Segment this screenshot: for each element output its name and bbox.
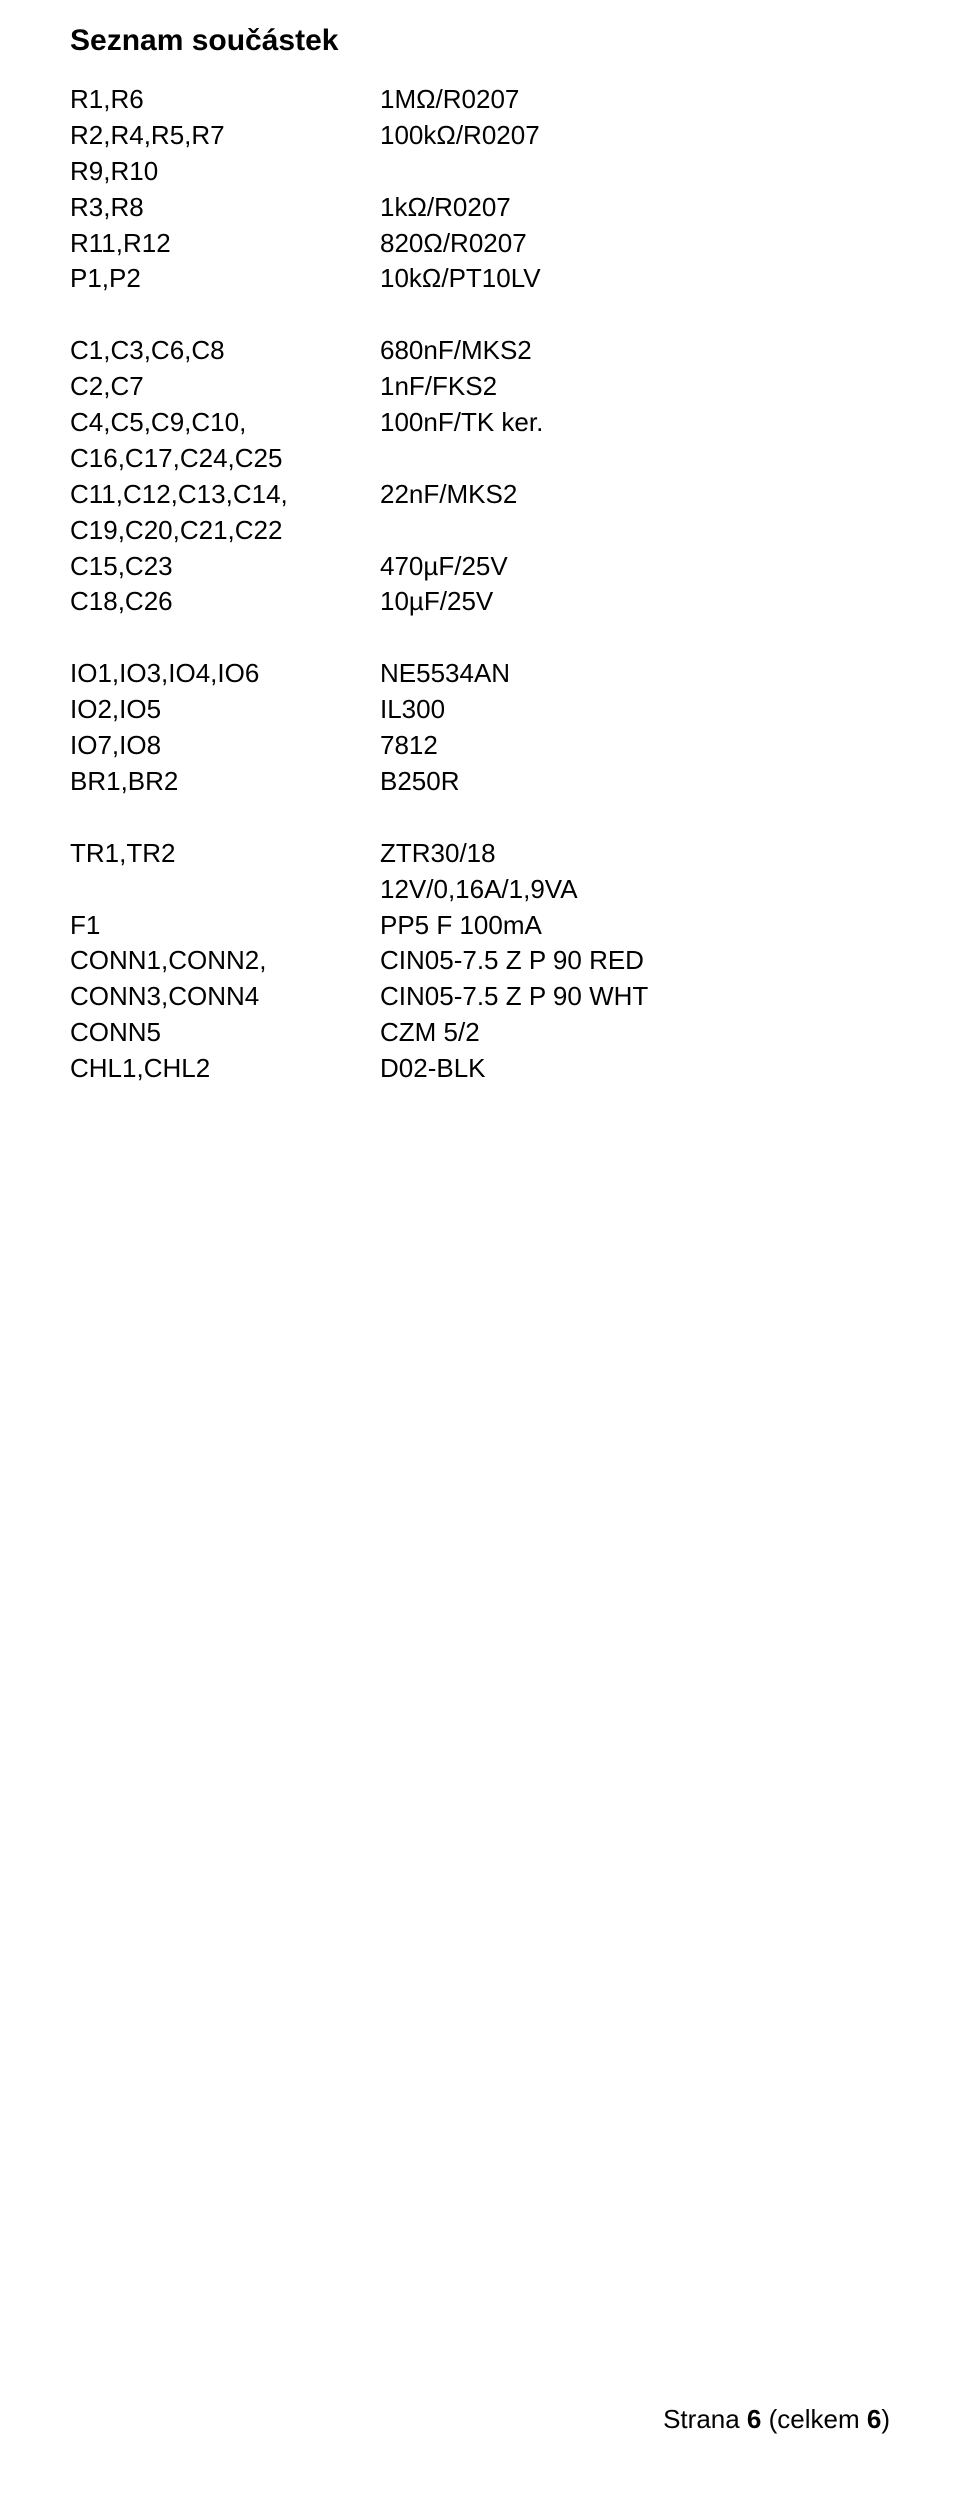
- parts-row: R2,R4,R5,R7100kΩ/R0207: [70, 118, 890, 154]
- parts-row: IO1,IO3,IO4,IO6NE5534AN: [70, 656, 890, 692]
- part-value: [380, 154, 890, 190]
- part-designator: R11,R12: [70, 226, 380, 262]
- parts-row: CHL1,CHL2D02-BLK: [70, 1051, 890, 1087]
- part-value: 22nF/MKS2: [380, 477, 890, 513]
- part-value: CIN05-7.5 Z P 90 RED: [380, 943, 890, 979]
- part-designator: BR1,BR2: [70, 764, 380, 800]
- part-value: CZM 5/2: [380, 1015, 890, 1051]
- part-designator: R1,R6: [70, 82, 380, 118]
- part-designator: C2,C7: [70, 369, 380, 405]
- part-value: 10µF/25V: [380, 584, 890, 620]
- part-value: 680nF/MKS2: [380, 333, 890, 369]
- page-title: Seznam součástek: [70, 24, 890, 58]
- part-value: 1kΩ/R0207: [380, 190, 890, 226]
- parts-row: F1PP5 F 100mA: [70, 908, 890, 944]
- part-value: 470µF/25V: [380, 549, 890, 585]
- parts-row: C1,C3,C6,C8680nF/MKS2: [70, 333, 890, 369]
- part-value: D02-BLK: [380, 1051, 890, 1087]
- parts-row: R9,R10: [70, 154, 890, 190]
- part-value: CIN05-7.5 Z P 90 WHT: [380, 979, 890, 1015]
- parts-row: C4,C5,C9,C10,100nF/TK ker.: [70, 405, 890, 441]
- part-value: 1MΩ/R0207: [380, 82, 890, 118]
- part-value: PP5 F 100mA: [380, 908, 890, 944]
- part-value: 12V/0,16A/1,9VA: [380, 872, 890, 908]
- parts-row: CONN1,CONN2,CIN05-7.5 Z P 90 RED: [70, 943, 890, 979]
- parts-section: R1,R61MΩ/R0207R2,R4,R5,R7100kΩ/R0207R9,R…: [70, 82, 890, 297]
- parts-row: IO2,IO5IL300: [70, 692, 890, 728]
- part-designator: IO2,IO5: [70, 692, 380, 728]
- part-designator: TR1,TR2: [70, 836, 380, 872]
- part-designator: CONN3,CONN4: [70, 979, 380, 1015]
- part-value: 7812: [380, 728, 890, 764]
- parts-row: P1,P210kΩ/PT10LV: [70, 261, 890, 297]
- parts-row: TR1,TR2ZTR30/18: [70, 836, 890, 872]
- part-designator: CHL1,CHL2: [70, 1051, 380, 1087]
- parts-row: R11,R12820Ω/R0207: [70, 226, 890, 262]
- page-footer: Strana 6 (celkem 6): [663, 2404, 890, 2435]
- part-designator: CONN1,CONN2,: [70, 943, 380, 979]
- part-designator: C4,C5,C9,C10,: [70, 405, 380, 441]
- footer-suffix: ): [881, 2404, 890, 2434]
- part-designator: [70, 872, 380, 908]
- part-value: [380, 513, 890, 549]
- part-designator: C18,C26: [70, 584, 380, 620]
- parts-row: IO7,IO87812: [70, 728, 890, 764]
- part-value: 10kΩ/PT10LV: [380, 261, 890, 297]
- part-value: 100nF/TK ker.: [380, 405, 890, 441]
- parts-row: CONN3,CONN4CIN05-7.5 Z P 90 WHT: [70, 979, 890, 1015]
- footer-middle: (celkem: [761, 2404, 866, 2434]
- part-value: NE5534AN: [380, 656, 890, 692]
- parts-row: CONN5CZM 5/2: [70, 1015, 890, 1051]
- part-designator: C11,C12,C13,C14,: [70, 477, 380, 513]
- parts-row: C2,C71nF/FKS2: [70, 369, 890, 405]
- parts-row: C18,C2610µF/25V: [70, 584, 890, 620]
- parts-row: R3,R81kΩ/R0207: [70, 190, 890, 226]
- part-designator: C16,C17,C24,C25: [70, 441, 380, 477]
- part-designator: F1: [70, 908, 380, 944]
- part-designator: C19,C20,C21,C22: [70, 513, 380, 549]
- part-designator: IO1,IO3,IO4,IO6: [70, 656, 380, 692]
- part-value: 100kΩ/R0207: [380, 118, 890, 154]
- part-value: 1nF/FKS2: [380, 369, 890, 405]
- parts-section: TR1,TR2ZTR30/1812V/0,16A/1,9VAF1PP5 F 10…: [70, 836, 890, 1087]
- footer-page-number: 6: [747, 2404, 761, 2434]
- part-designator: C15,C23: [70, 549, 380, 585]
- parts-row: C15,C23470µF/25V: [70, 549, 890, 585]
- parts-row: C19,C20,C21,C22: [70, 513, 890, 549]
- parts-row: C16,C17,C24,C25: [70, 441, 890, 477]
- part-designator: CONN5: [70, 1015, 380, 1051]
- part-designator: R3,R8: [70, 190, 380, 226]
- footer-prefix: Strana: [663, 2404, 747, 2434]
- part-value: B250R: [380, 764, 890, 800]
- parts-row: C11,C12,C13,C14,22nF/MKS2: [70, 477, 890, 513]
- part-designator: C1,C3,C6,C8: [70, 333, 380, 369]
- parts-row: R1,R61MΩ/R0207: [70, 82, 890, 118]
- part-designator: IO7,IO8: [70, 728, 380, 764]
- part-designator: R2,R4,R5,R7: [70, 118, 380, 154]
- part-value: [380, 441, 890, 477]
- part-designator: R9,R10: [70, 154, 380, 190]
- footer-total: 6: [867, 2404, 881, 2434]
- parts-row: BR1,BR2B250R: [70, 764, 890, 800]
- part-designator: P1,P2: [70, 261, 380, 297]
- part-value: IL300: [380, 692, 890, 728]
- part-value: ZTR30/18: [380, 836, 890, 872]
- parts-section: IO1,IO3,IO4,IO6NE5534ANIO2,IO5IL300IO7,I…: [70, 656, 890, 800]
- part-value: 820Ω/R0207: [380, 226, 890, 262]
- parts-section: C1,C3,C6,C8680nF/MKS2C2,C71nF/FKS2C4,C5,…: [70, 333, 890, 620]
- parts-row: 12V/0,16A/1,9VA: [70, 872, 890, 908]
- parts-list: R1,R61MΩ/R0207R2,R4,R5,R7100kΩ/R0207R9,R…: [70, 82, 890, 1087]
